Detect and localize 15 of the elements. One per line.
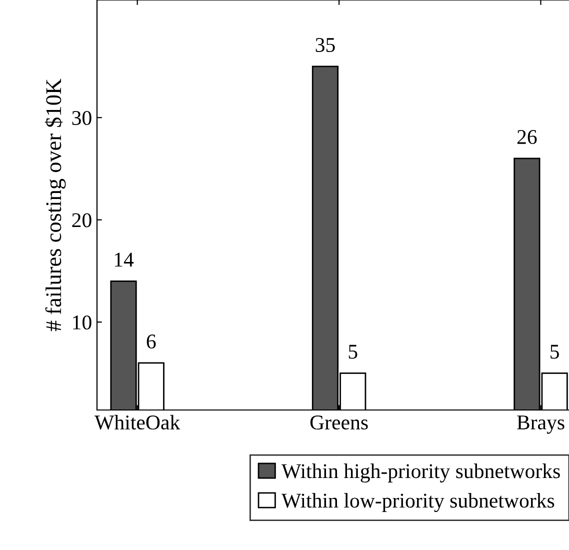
data-label: 5 — [348, 344, 358, 359]
legend-label: Within low-priority subnetworks — [281, 493, 554, 512]
x-tick-label: Brays — [517, 416, 564, 434]
x-tick-label: WhiteOak — [94, 414, 180, 430]
data-label: 5 — [550, 344, 559, 359]
data-label: 14 — [114, 252, 134, 267]
y-axis-title: # failures costing over $10K — [44, 78, 66, 332]
y-tick-label: 20 — [72, 213, 92, 228]
legend-label: Within high-priority subnetworks — [281, 464, 560, 483]
data-label: 6 — [146, 334, 156, 349]
y-tick-label: 30 — [72, 110, 92, 126]
y-tick-label: 10 — [73, 315, 92, 330]
data-label: 35 — [316, 38, 335, 52]
x-tick-label: Greens — [310, 416, 368, 430]
data-label: 26 — [517, 130, 537, 144]
